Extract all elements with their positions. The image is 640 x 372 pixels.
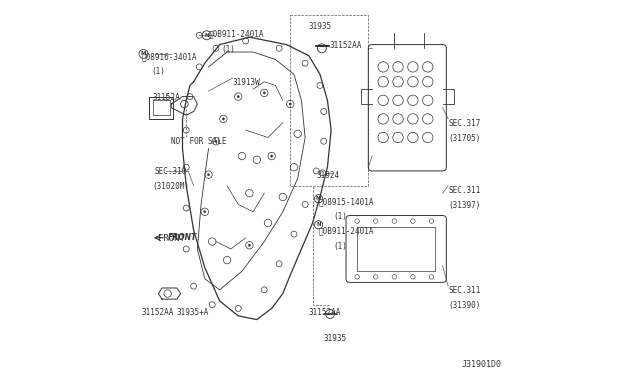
Text: 31935: 31935 — [324, 334, 347, 343]
Text: 31152AA: 31152AA — [141, 308, 174, 317]
Circle shape — [237, 96, 239, 98]
Text: (31390): (31390) — [448, 301, 481, 310]
Text: 31924: 31924 — [316, 171, 339, 180]
Text: ⓝ0B911-2401A: ⓝ0B911-2401A — [318, 227, 374, 236]
Text: (1): (1) — [221, 45, 236, 54]
Text: ⓜ08916-3401A: ⓜ08916-3401A — [141, 52, 197, 61]
Text: (31020M): (31020M) — [153, 182, 190, 191]
Text: (31705): (31705) — [448, 134, 481, 143]
Text: 31152A: 31152A — [153, 93, 180, 102]
Text: SEC.310: SEC.310 — [155, 167, 187, 176]
Circle shape — [263, 92, 266, 94]
Circle shape — [271, 155, 273, 157]
Text: ⓝ0B911-2401A: ⓝ0B911-2401A — [209, 30, 264, 39]
Text: 31152AA: 31152AA — [330, 41, 362, 50]
Text: FRONT: FRONT — [168, 233, 197, 242]
Text: M: M — [316, 196, 321, 201]
Text: SEC.311: SEC.311 — [448, 186, 481, 195]
Text: M: M — [141, 51, 147, 57]
Text: 31913W: 31913W — [233, 78, 260, 87]
Bar — [149, 97, 173, 119]
Text: ⓜ08915-1401A: ⓜ08915-1401A — [318, 197, 374, 206]
Bar — [153, 100, 170, 115]
Text: SEC.311: SEC.311 — [448, 286, 481, 295]
Text: 31152AA: 31152AA — [309, 308, 341, 317]
Text: J31901D0: J31901D0 — [461, 360, 501, 369]
Text: (31397): (31397) — [448, 201, 481, 210]
Circle shape — [289, 103, 291, 105]
Circle shape — [215, 140, 217, 142]
Text: 31935+A: 31935+A — [177, 308, 209, 317]
Circle shape — [248, 244, 250, 246]
Bar — [357, 227, 435, 271]
Text: N: N — [204, 33, 209, 38]
Text: (1): (1) — [333, 212, 347, 221]
Text: (1): (1) — [151, 67, 165, 76]
Circle shape — [204, 211, 206, 213]
Text: FRONT: FRONT — [158, 234, 185, 243]
Text: NOT FOR SALE: NOT FOR SALE — [172, 138, 227, 147]
Text: 31935: 31935 — [309, 22, 332, 31]
Circle shape — [222, 118, 225, 120]
Text: SEC.317: SEC.317 — [448, 119, 481, 128]
Circle shape — [207, 173, 210, 176]
Text: (1): (1) — [333, 241, 347, 250]
Text: N: N — [316, 222, 321, 227]
